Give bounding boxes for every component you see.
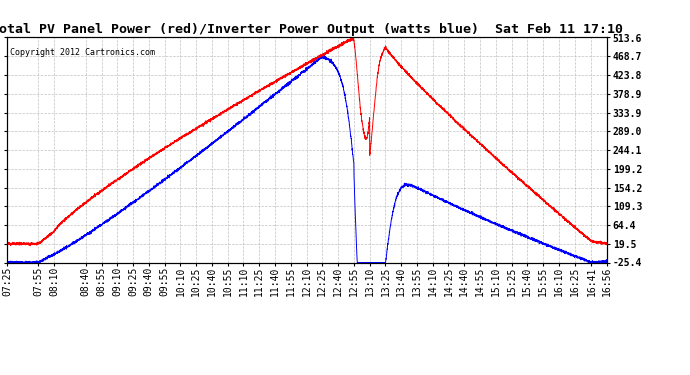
- Title: Total PV Panel Power (red)/Inverter Power Output (watts blue)  Sat Feb 11 17:10: Total PV Panel Power (red)/Inverter Powe…: [0, 23, 623, 36]
- Text: Copyright 2012 Cartronics.com: Copyright 2012 Cartronics.com: [10, 48, 155, 57]
